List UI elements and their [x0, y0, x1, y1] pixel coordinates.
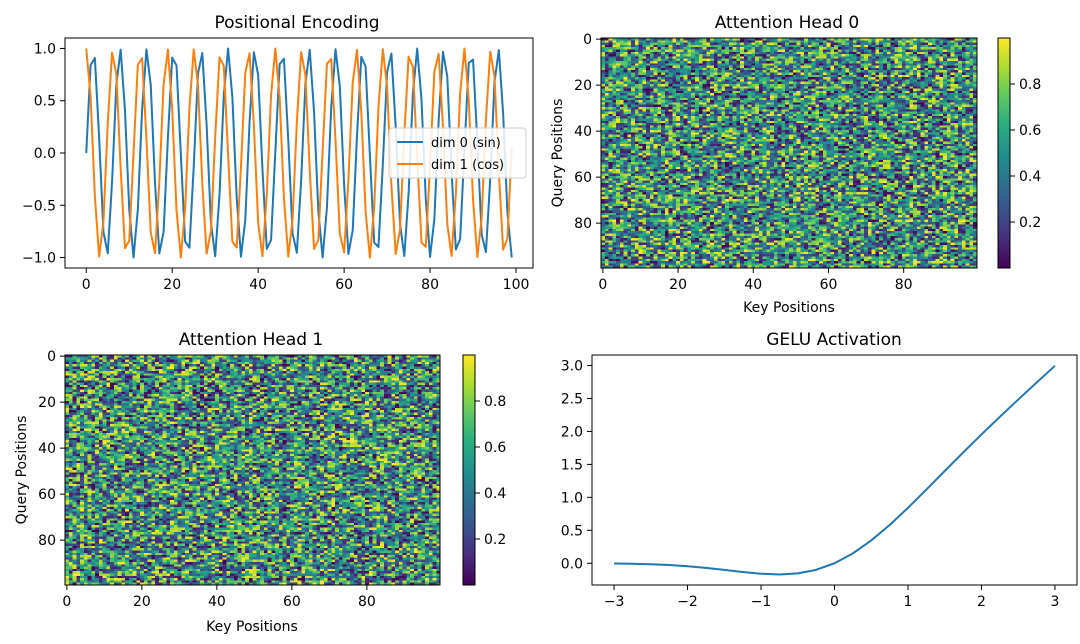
x-tick-label: 80	[358, 594, 376, 610]
x-tick-label: 80	[421, 277, 439, 293]
series-lines	[614, 365, 1056, 576]
series-line-1	[85, 47, 513, 259]
plot-frame	[64, 354, 441, 586]
x-tick-label: 100	[503, 277, 530, 293]
tick-group: 0 20 40 60 80 0 20 40 60 80	[38, 349, 376, 610]
y-tick-label: 60	[574, 170, 592, 186]
y-tick-label: 80	[38, 533, 56, 549]
attention-head-1-heatmap: Attention Head 1 0 20 40 60 80 0 20 40 60 80 Key …	[14, 330, 506, 635]
y-tick-label: 0.0	[561, 556, 583, 572]
chart-title: GELU Activation	[766, 330, 902, 350]
y-tick-label: −1.0	[22, 251, 56, 267]
colorbar-tick-label: 0.2	[1019, 215, 1041, 231]
colorbar-tick-group: 0.2 0.4 0.6 0.8	[475, 394, 506, 548]
legend: dim 0 (sin) dim 1 (cos)	[388, 127, 527, 179]
x-axis-label: Key Positions	[743, 300, 835, 316]
legend-label-cos: dim 1 (cos)	[431, 158, 504, 173]
x-axis-label: Key Positions	[206, 619, 298, 635]
y-tick-label: 20	[38, 395, 56, 411]
y-tick-label: 0.5	[561, 523, 583, 539]
x-tick-label: 0	[598, 277, 607, 293]
x-tick-label: −3	[604, 594, 625, 610]
x-tick-label: 20	[163, 277, 181, 293]
chart-title: Attention Head 1	[179, 330, 324, 350]
colorbar-tick-label: 0.4	[1019, 169, 1041, 185]
y-tick-label: 1.0	[34, 41, 56, 57]
x-tick-label: 0	[62, 594, 71, 610]
y-tick-label: 2.5	[561, 391, 583, 407]
y-tick-label: 2.0	[561, 424, 583, 440]
x-tick-label: 40	[208, 594, 226, 610]
x-tick-label: 60	[283, 594, 301, 610]
tick-group: 0 20 40 60 80 0 20 40 60 80	[574, 32, 912, 293]
colorbar-tick-label: 0.8	[484, 394, 506, 410]
x-tick-label: 20	[669, 277, 687, 293]
plot-frame	[600, 37, 978, 269]
colorbar	[997, 37, 1011, 269]
y-tick-label: 80	[574, 216, 592, 232]
colorbar-tick-label: 0.2	[484, 532, 506, 548]
heatmap-cells	[601, 38, 977, 268]
x-tick-label: 40	[249, 277, 267, 293]
x-tick-label: 40	[744, 277, 762, 293]
y-tick-label: 1.0	[561, 490, 583, 506]
plot-frame	[591, 354, 1078, 586]
x-tick-label: 2	[977, 594, 986, 610]
colorbar	[462, 354, 476, 586]
y-tick-label: 40	[574, 124, 592, 140]
x-tick-label: 0	[830, 594, 839, 610]
x-tick-label: 60	[820, 277, 838, 293]
x-tick-label: 0	[82, 277, 91, 293]
tick-group: 0 20 40 60 80 100 −1.0 −0.5 0.0 0.5 1.0	[22, 41, 529, 293]
chart-title: Attention Head 0	[715, 13, 860, 33]
y-tick-label: 40	[38, 441, 56, 457]
y-tick-label: 60	[38, 487, 56, 503]
legend-label-sin: dim 0 (sin)	[431, 136, 501, 151]
colorbar-tick-label: 0.6	[1019, 123, 1041, 139]
y-tick-label: 0.0	[34, 146, 56, 162]
y-axis-label: Query Positions	[14, 416, 30, 525]
positional-encoding-chart: Positional Encoding 0 20 40 60 80 100 −1.0 −0.5…	[22, 13, 534, 293]
colorbar-tick-group: 0.2 0.4 0.6 0.8	[1010, 77, 1041, 231]
x-tick-label: −2	[677, 594, 698, 610]
x-tick-label: 80	[895, 277, 913, 293]
x-tick-label: −1	[751, 594, 772, 610]
heatmap-cells	[65, 355, 440, 585]
y-tick-label: 0	[47, 349, 56, 365]
x-tick-label: 60	[335, 277, 353, 293]
x-tick-label: 3	[1050, 594, 1059, 610]
colorbar-tick-label: 0.8	[1019, 77, 1041, 93]
colorbar-tick-label: 0.6	[484, 440, 506, 456]
y-tick-label: 0	[583, 32, 592, 48]
tick-group: −3 −2 −1 0 1 2 3 0.0 0.5 1.0 1.5 2.0 2.5 3.0	[561, 359, 1060, 610]
gelu-activation-chart: GELU Activation −3 −2 −1 0 1 2 3 0.0 0.5 1.0 1.5 2.…	[561, 330, 1078, 610]
y-tick-label: −0.5	[22, 198, 56, 214]
y-tick-label: 3.0	[561, 359, 583, 375]
series-lines	[85, 47, 513, 259]
y-axis-label: Query Positions	[550, 99, 566, 208]
plot-frame	[64, 37, 534, 269]
legend-box	[388, 127, 527, 179]
colorbar-tick-label: 0.4	[484, 486, 506, 502]
y-tick-label: 20	[574, 78, 592, 94]
x-tick-label: 1	[904, 594, 913, 610]
series-line-0	[614, 365, 1056, 576]
y-tick-label: 1.5	[561, 457, 583, 473]
attention-head-0-heatmap: Attention Head 0 0 20 40 60 80 0 20 40 60 80 Key …	[550, 13, 1041, 316]
x-tick-label: 20	[133, 594, 151, 610]
y-tick-label: 0.5	[34, 94, 56, 110]
chart-title: Positional Encoding	[214, 13, 379, 33]
